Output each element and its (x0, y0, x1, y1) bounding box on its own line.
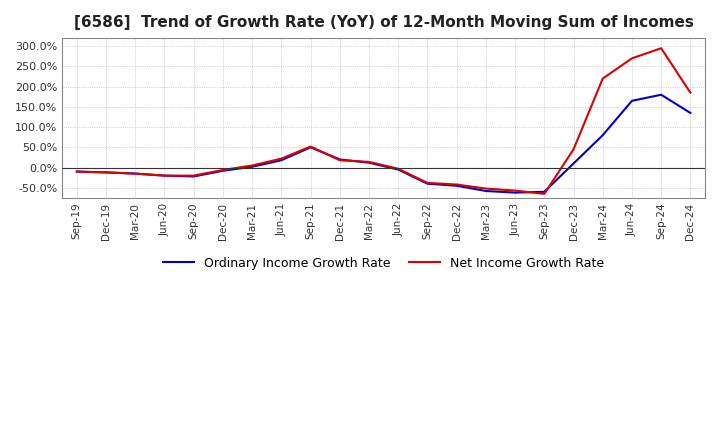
Net Income Growth Rate (394, 166, 402, 172)
Ordinary Income Growth Rate (336, 157, 344, 162)
Net Income Growth Rate (306, 144, 315, 149)
Ordinary Income Growth Rate (657, 92, 665, 97)
Ordinary Income Growth Rate (570, 161, 578, 166)
Net Income Growth Rate (510, 188, 519, 193)
Net Income Growth Rate (277, 156, 286, 161)
Ordinary Income Growth Rate (73, 169, 81, 174)
Ordinary Income Growth Rate (394, 167, 402, 172)
Ordinary Income Growth Rate (423, 181, 432, 187)
Net Income Growth Rate (131, 171, 140, 176)
Ordinary Income Growth Rate (452, 183, 461, 188)
Net Income Growth Rate (160, 173, 168, 178)
Net Income Growth Rate (482, 186, 490, 191)
Net Income Growth Rate (598, 76, 607, 81)
Net Income Growth Rate (102, 170, 110, 175)
Ordinary Income Growth Rate (219, 168, 228, 173)
Net Income Growth Rate (189, 173, 198, 178)
Net Income Growth Rate (365, 159, 374, 165)
Net Income Growth Rate (628, 56, 636, 61)
Ordinary Income Growth Rate (598, 132, 607, 138)
Ordinary Income Growth Rate (277, 158, 286, 163)
Net Income Growth Rate (452, 182, 461, 187)
Ordinary Income Growth Rate (510, 190, 519, 195)
Ordinary Income Growth Rate (102, 170, 110, 175)
Ordinary Income Growth Rate (160, 173, 168, 178)
Title: [6586]  Trend of Growth Rate (YoY) of 12-Month Moving Sum of Incomes: [6586] Trend of Growth Rate (YoY) of 12-… (73, 15, 693, 30)
Net Income Growth Rate (686, 90, 695, 95)
Net Income Growth Rate (248, 163, 256, 168)
Net Income Growth Rate (657, 46, 665, 51)
Net Income Growth Rate (336, 158, 344, 163)
Line: Ordinary Income Growth Rate: Ordinary Income Growth Rate (77, 95, 690, 193)
Ordinary Income Growth Rate (686, 110, 695, 116)
Ordinary Income Growth Rate (628, 98, 636, 103)
Ordinary Income Growth Rate (131, 171, 140, 176)
Net Income Growth Rate (423, 180, 432, 186)
Legend: Ordinary Income Growth Rate, Net Income Growth Rate: Ordinary Income Growth Rate, Net Income … (158, 252, 610, 275)
Net Income Growth Rate (219, 167, 228, 172)
Ordinary Income Growth Rate (365, 160, 374, 165)
Net Income Growth Rate (570, 147, 578, 152)
Ordinary Income Growth Rate (482, 188, 490, 194)
Ordinary Income Growth Rate (248, 164, 256, 169)
Ordinary Income Growth Rate (189, 174, 198, 179)
Line: Net Income Growth Rate: Net Income Growth Rate (77, 48, 690, 194)
Net Income Growth Rate (540, 191, 549, 197)
Ordinary Income Growth Rate (540, 189, 549, 194)
Net Income Growth Rate (73, 169, 81, 174)
Ordinary Income Growth Rate (306, 145, 315, 150)
